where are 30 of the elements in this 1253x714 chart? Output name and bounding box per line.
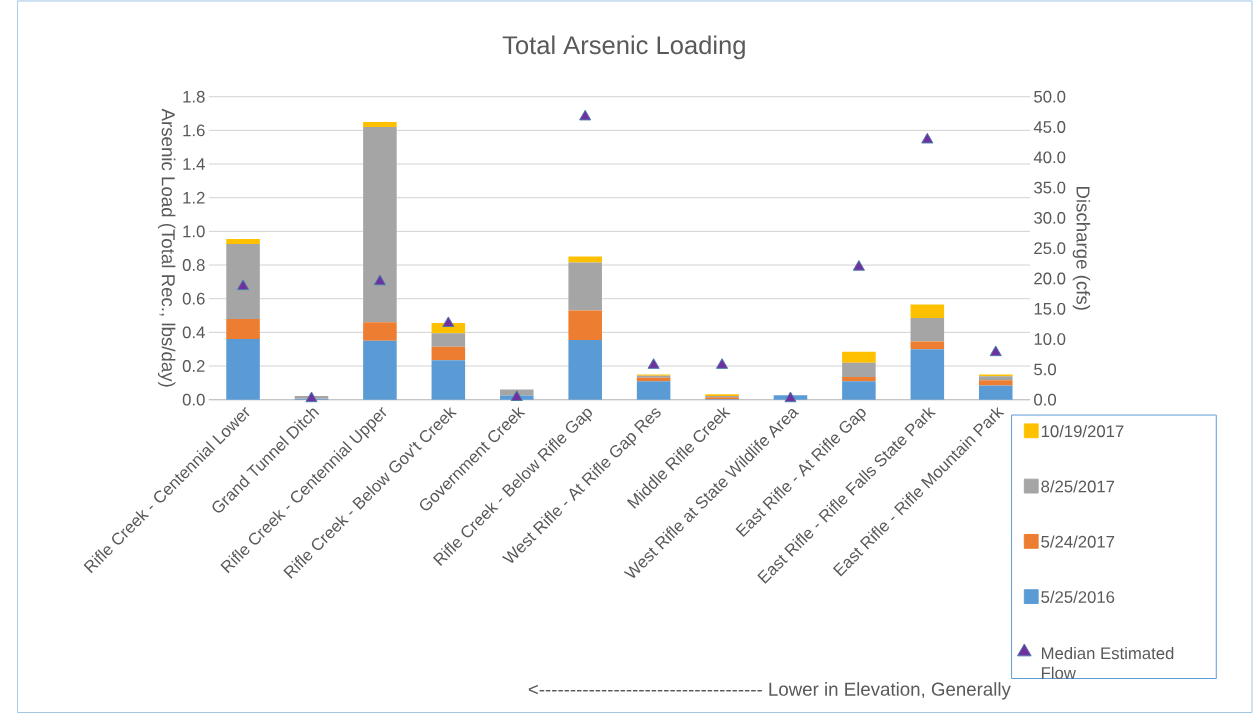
y2-tick-label: 0.0 <box>1034 394 1057 406</box>
y-tick-label: 1.2 <box>183 192 205 204</box>
y2-tick-label: 10.0 <box>1034 333 1066 346</box>
y-tick-label: 0.8 <box>182 259 205 272</box>
y2-tick-label: 30.0 <box>1034 212 1066 225</box>
y-tick-label: 0.4 <box>182 326 205 339</box>
y2-tick-label: 45.0 <box>1033 121 1066 134</box>
legend-label: 10/19/2017 <box>1041 425 1124 438</box>
legend-label: Median Estimated Flow <box>1041 647 1174 680</box>
y-tick-label: 1.4 <box>183 158 205 171</box>
y2-tick-label: 15.0 <box>1034 303 1066 315</box>
y-tick-label: 1.8 <box>183 91 205 103</box>
y2-tick-label: 5.0 <box>1034 363 1057 376</box>
y2-tick-label: 25.0 <box>1034 242 1066 255</box>
y2-axis-title: Discharge (cfs) <box>1072 187 1091 311</box>
y-tick-label: 1.6 <box>183 124 205 137</box>
legend-label: 5/24/2017 <box>1041 535 1115 548</box>
text: <------------------------------------ Lower in Elevation, Generally <box>528 682 1011 700</box>
y-axis-title: Arsenic Load (Total Rec., lbs/day) <box>157 108 176 387</box>
legend-label: 8/25/2017 <box>1041 480 1115 493</box>
y-tick-label: 0.6 <box>182 293 205 305</box>
y2-tick-label: 35.0 <box>1034 181 1066 194</box>
y2-tick-label: 40.0 <box>1033 151 1066 164</box>
legend-label: 5/25/2016 <box>1041 590 1115 604</box>
y-tick-label: 0.0 <box>182 394 205 406</box>
chart-title: Total Arsenic Loading <box>502 35 745 60</box>
y-tick-label: 0.2 <box>182 360 205 373</box>
y-tick-label: 1.0 <box>183 225 205 238</box>
y2-tick-label: 50.0 <box>1034 91 1066 103</box>
y2-tick-label: 20.0 <box>1034 272 1066 285</box>
